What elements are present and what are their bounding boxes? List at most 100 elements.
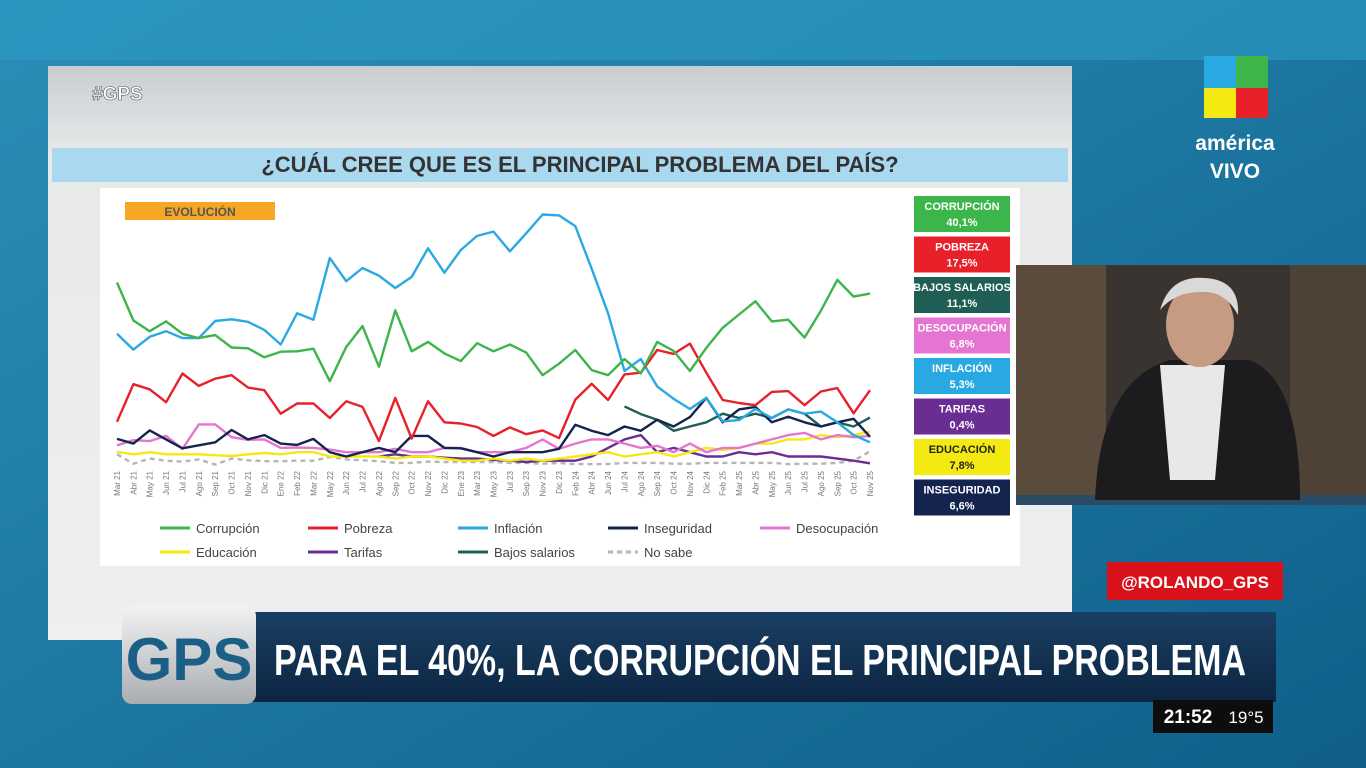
- x-tick-label: Jun 21: [162, 470, 171, 495]
- summary-box: [914, 398, 1010, 435]
- x-tick-label: May 22: [326, 470, 335, 497]
- legend-label: Educación: [196, 545, 257, 560]
- line-series: [115, 342, 871, 443]
- x-tick-label: Oct 25: [850, 470, 859, 494]
- summary-box: [914, 479, 1010, 516]
- chart-title: ¿CUÁL CREE QUE ES EL PRINCIPAL PROBLEMA …: [261, 152, 898, 177]
- x-tick-label: Sep 25: [833, 470, 842, 496]
- summary-box: [914, 196, 1010, 232]
- summary-label: INSEGURIDAD: [923, 485, 1000, 497]
- gps-box: [122, 606, 256, 704]
- x-tick-label: Sep 23: [522, 470, 531, 496]
- x-tick-label: Nov 23: [539, 470, 548, 496]
- video-feed: [1016, 265, 1366, 505]
- summary-value: 7,8%: [949, 460, 974, 472]
- x-tick-label: Feb 22: [293, 470, 302, 495]
- x-tick-label: May 23: [490, 470, 499, 497]
- summary-label: INFLACIÓN: [932, 362, 992, 375]
- x-tick-label: Oct 24: [670, 470, 679, 494]
- legend-label: Inseguridad: [644, 521, 712, 536]
- summary-value: 11,1%: [947, 298, 978, 310]
- legend-label: No sabe: [644, 545, 692, 560]
- x-tick-label: Feb 25: [719, 470, 728, 495]
- summary-value: 5,3%: [949, 379, 974, 391]
- summary-box: [914, 236, 1010, 273]
- x-tick-label: Ene 23: [457, 470, 466, 496]
- x-tick-label: Nov 21: [244, 470, 253, 496]
- line-series: [378, 433, 871, 465]
- legend-label: Tarifas: [344, 545, 383, 560]
- x-tick-label: Dic 23: [555, 470, 564, 493]
- title-bar: [52, 148, 1068, 182]
- x-tick-label: Abr 21: [129, 470, 138, 494]
- line-series: [116, 213, 871, 444]
- x-tick-label: Mar 25: [735, 470, 744, 495]
- x-tick-label: Dic 24: [702, 470, 711, 493]
- legend-label: Pobreza: [344, 521, 393, 536]
- handle-box: [1107, 562, 1283, 600]
- hashtag: #GPS: [92, 84, 143, 105]
- summary-box: [914, 358, 1010, 394]
- x-tick-label: Mar 21: [113, 470, 122, 495]
- line-series: [116, 423, 871, 454]
- line-series: [115, 278, 871, 383]
- summary-label: POBREZA: [935, 242, 989, 254]
- line-series: [116, 450, 871, 466]
- x-tick-label: Feb 24: [571, 470, 580, 495]
- background-band: [0, 0, 1366, 60]
- summary-label: DESOCUPACIÓN: [917, 322, 1006, 335]
- x-tick-label: Ago 21: [195, 470, 204, 496]
- x-tick-label: Jun 22: [342, 470, 351, 495]
- legend-label: Desocupación: [796, 521, 878, 536]
- x-tick-label: Ago 24: [637, 470, 646, 496]
- clock-box: [1153, 700, 1273, 733]
- x-tick-label: Abr 24: [588, 470, 597, 494]
- x-tick-label: Dic 21: [260, 470, 269, 493]
- handle: @ROLANDO_GPS: [1121, 573, 1269, 592]
- x-tick-label: Jul 23: [506, 470, 515, 492]
- summary-box: [914, 317, 1010, 354]
- annotation-tag: [125, 202, 275, 220]
- x-tick-label: Jul 22: [359, 470, 368, 492]
- x-tick-label: Oct 21: [228, 470, 237, 494]
- x-tick-label: Jul 21: [178, 470, 187, 492]
- x-tick-label: Nov 24: [686, 470, 695, 496]
- summary-box: [914, 277, 1010, 313]
- summary-value: 17,5%: [946, 258, 977, 270]
- x-tick-label: May 25: [768, 470, 777, 497]
- x-tick-label: Nov 22: [424, 470, 433, 496]
- x-tick-label: Ago 25: [817, 470, 826, 496]
- summary-value: 6,6%: [949, 501, 974, 513]
- x-tick-label: Jun 24: [604, 470, 613, 495]
- summary-value: 6,8%: [949, 339, 974, 351]
- channel-logo: [1204, 56, 1268, 118]
- plot-area: [100, 188, 1020, 566]
- x-tick-label: Sep 21: [211, 470, 220, 496]
- x-tick-label: Sep 22: [391, 470, 400, 496]
- x-tick-label: Nov 25: [866, 470, 875, 496]
- summary-label: EDUCACIÓN: [929, 443, 996, 456]
- x-tick-label: May 21: [146, 470, 155, 497]
- logo-text: VIVO: [1210, 160, 1260, 183]
- logo-text: américa: [1195, 132, 1275, 155]
- x-tick-label: Sep 24: [653, 470, 662, 496]
- line-series: [116, 396, 871, 458]
- x-tick-label: Jul 25: [801, 470, 810, 492]
- x-tick-label: Abr 25: [751, 470, 760, 494]
- x-tick-label: Ene 22: [277, 470, 286, 496]
- summary-value: 40,1%: [946, 217, 977, 229]
- legend-label: Inflación: [494, 521, 542, 536]
- summary-label: BAJOS SALARIOS: [913, 282, 1011, 294]
- x-tick-label: Mar 23: [473, 470, 482, 495]
- annotation: EVOLUCIÓN: [164, 204, 235, 219]
- summary-value: 0,4%: [949, 420, 974, 432]
- summary-box: [914, 439, 1010, 475]
- x-tick-label: Oct 22: [408, 470, 417, 494]
- legend-label: Bajos salarios: [494, 545, 575, 560]
- banner: [240, 612, 1276, 702]
- x-tick-label: Mar 22: [309, 470, 318, 495]
- banner-text: PARA EL 40%, LA CORRUPCIÓN EL PRINCIPAL …: [274, 635, 1246, 685]
- legend-label: Corrupción: [196, 521, 260, 536]
- temperature: 19°5: [1228, 708, 1263, 727]
